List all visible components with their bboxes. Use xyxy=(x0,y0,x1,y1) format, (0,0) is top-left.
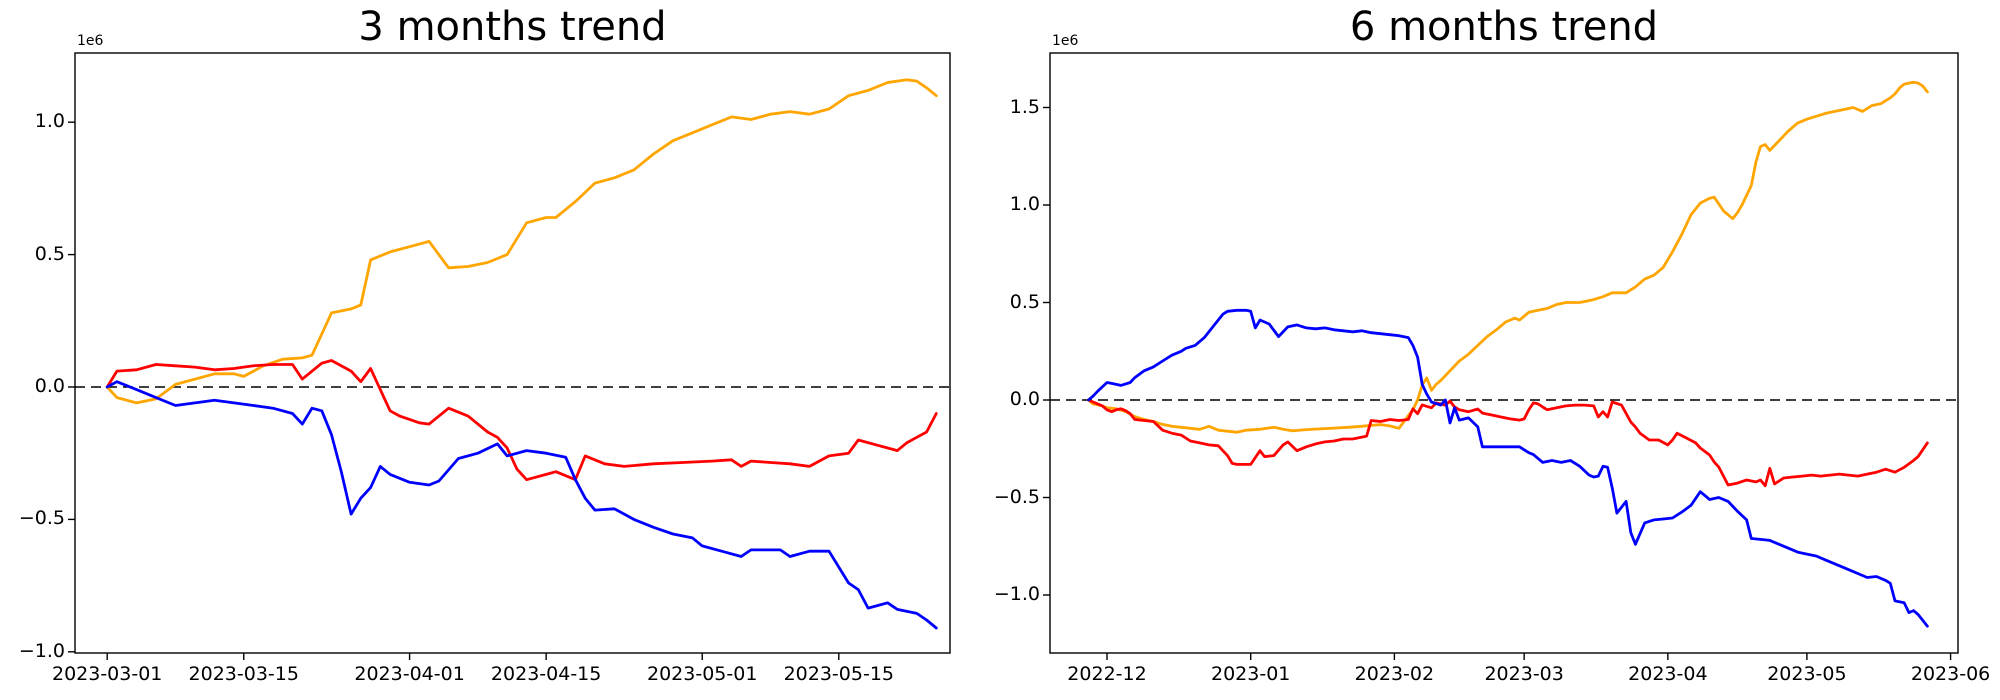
y-tick-label: −1.0 xyxy=(993,583,1040,605)
chart-title-6-months: 6 months trend xyxy=(1349,4,1659,50)
x-tick-label: 2023-06 xyxy=(1910,663,1991,685)
series-orange-line xyxy=(1087,80,1929,434)
y-tick-label: 1.0 xyxy=(34,110,65,133)
chart-1 xyxy=(1043,52,1959,660)
y-tick-label: −0.5 xyxy=(993,485,1040,508)
y-tick-label: 0.0 xyxy=(1009,388,1040,410)
x-tick-label: 2023-05 xyxy=(1767,663,1847,685)
y-axis-offset-label: 1e6 xyxy=(77,33,104,49)
x-tick-label: 2023-05-15 xyxy=(783,663,894,685)
x-tick-label: 2023-03-15 xyxy=(188,663,299,685)
x-tick-label: 2023-03-01 xyxy=(51,663,163,685)
series-red-line xyxy=(1087,398,1929,488)
x-tick-label: 2023-03 xyxy=(1484,663,1564,685)
x-tick-label: 2022-12 xyxy=(1067,663,1147,685)
plot-border xyxy=(1049,52,1959,654)
y-tick-label: 0.5 xyxy=(34,242,65,265)
x-tick-label: 2023-02 xyxy=(1354,663,1435,685)
x-tick-label: 2023-01 xyxy=(1210,663,1291,685)
plot-border xyxy=(74,52,951,654)
y-tick-label: −0.5 xyxy=(18,507,65,530)
series-orange-line xyxy=(105,78,938,405)
series-blue-line xyxy=(1087,308,1929,628)
chart-0 xyxy=(68,52,951,660)
x-tick-label: 2023-04-01 xyxy=(354,663,465,685)
y-tick-label: 0.5 xyxy=(1009,290,1040,313)
y-axis-offset-label: 1e6 xyxy=(1052,33,1079,49)
y-tick-label: −1.0 xyxy=(18,639,65,662)
y-tick-label: 0.0 xyxy=(34,375,65,397)
y-tick-label: 1.5 xyxy=(1009,95,1040,118)
series-red-line xyxy=(105,359,938,482)
x-tick-label: 2023-04-15 xyxy=(490,663,602,685)
y-tick-label: 1.0 xyxy=(1009,193,1040,215)
series-blue-line xyxy=(105,380,938,630)
x-tick-label: 2023-04 xyxy=(1628,663,1708,685)
x-tick-label: 2023-05-01 xyxy=(647,663,758,685)
chart-title-3-months: 3 months trend xyxy=(358,4,667,50)
